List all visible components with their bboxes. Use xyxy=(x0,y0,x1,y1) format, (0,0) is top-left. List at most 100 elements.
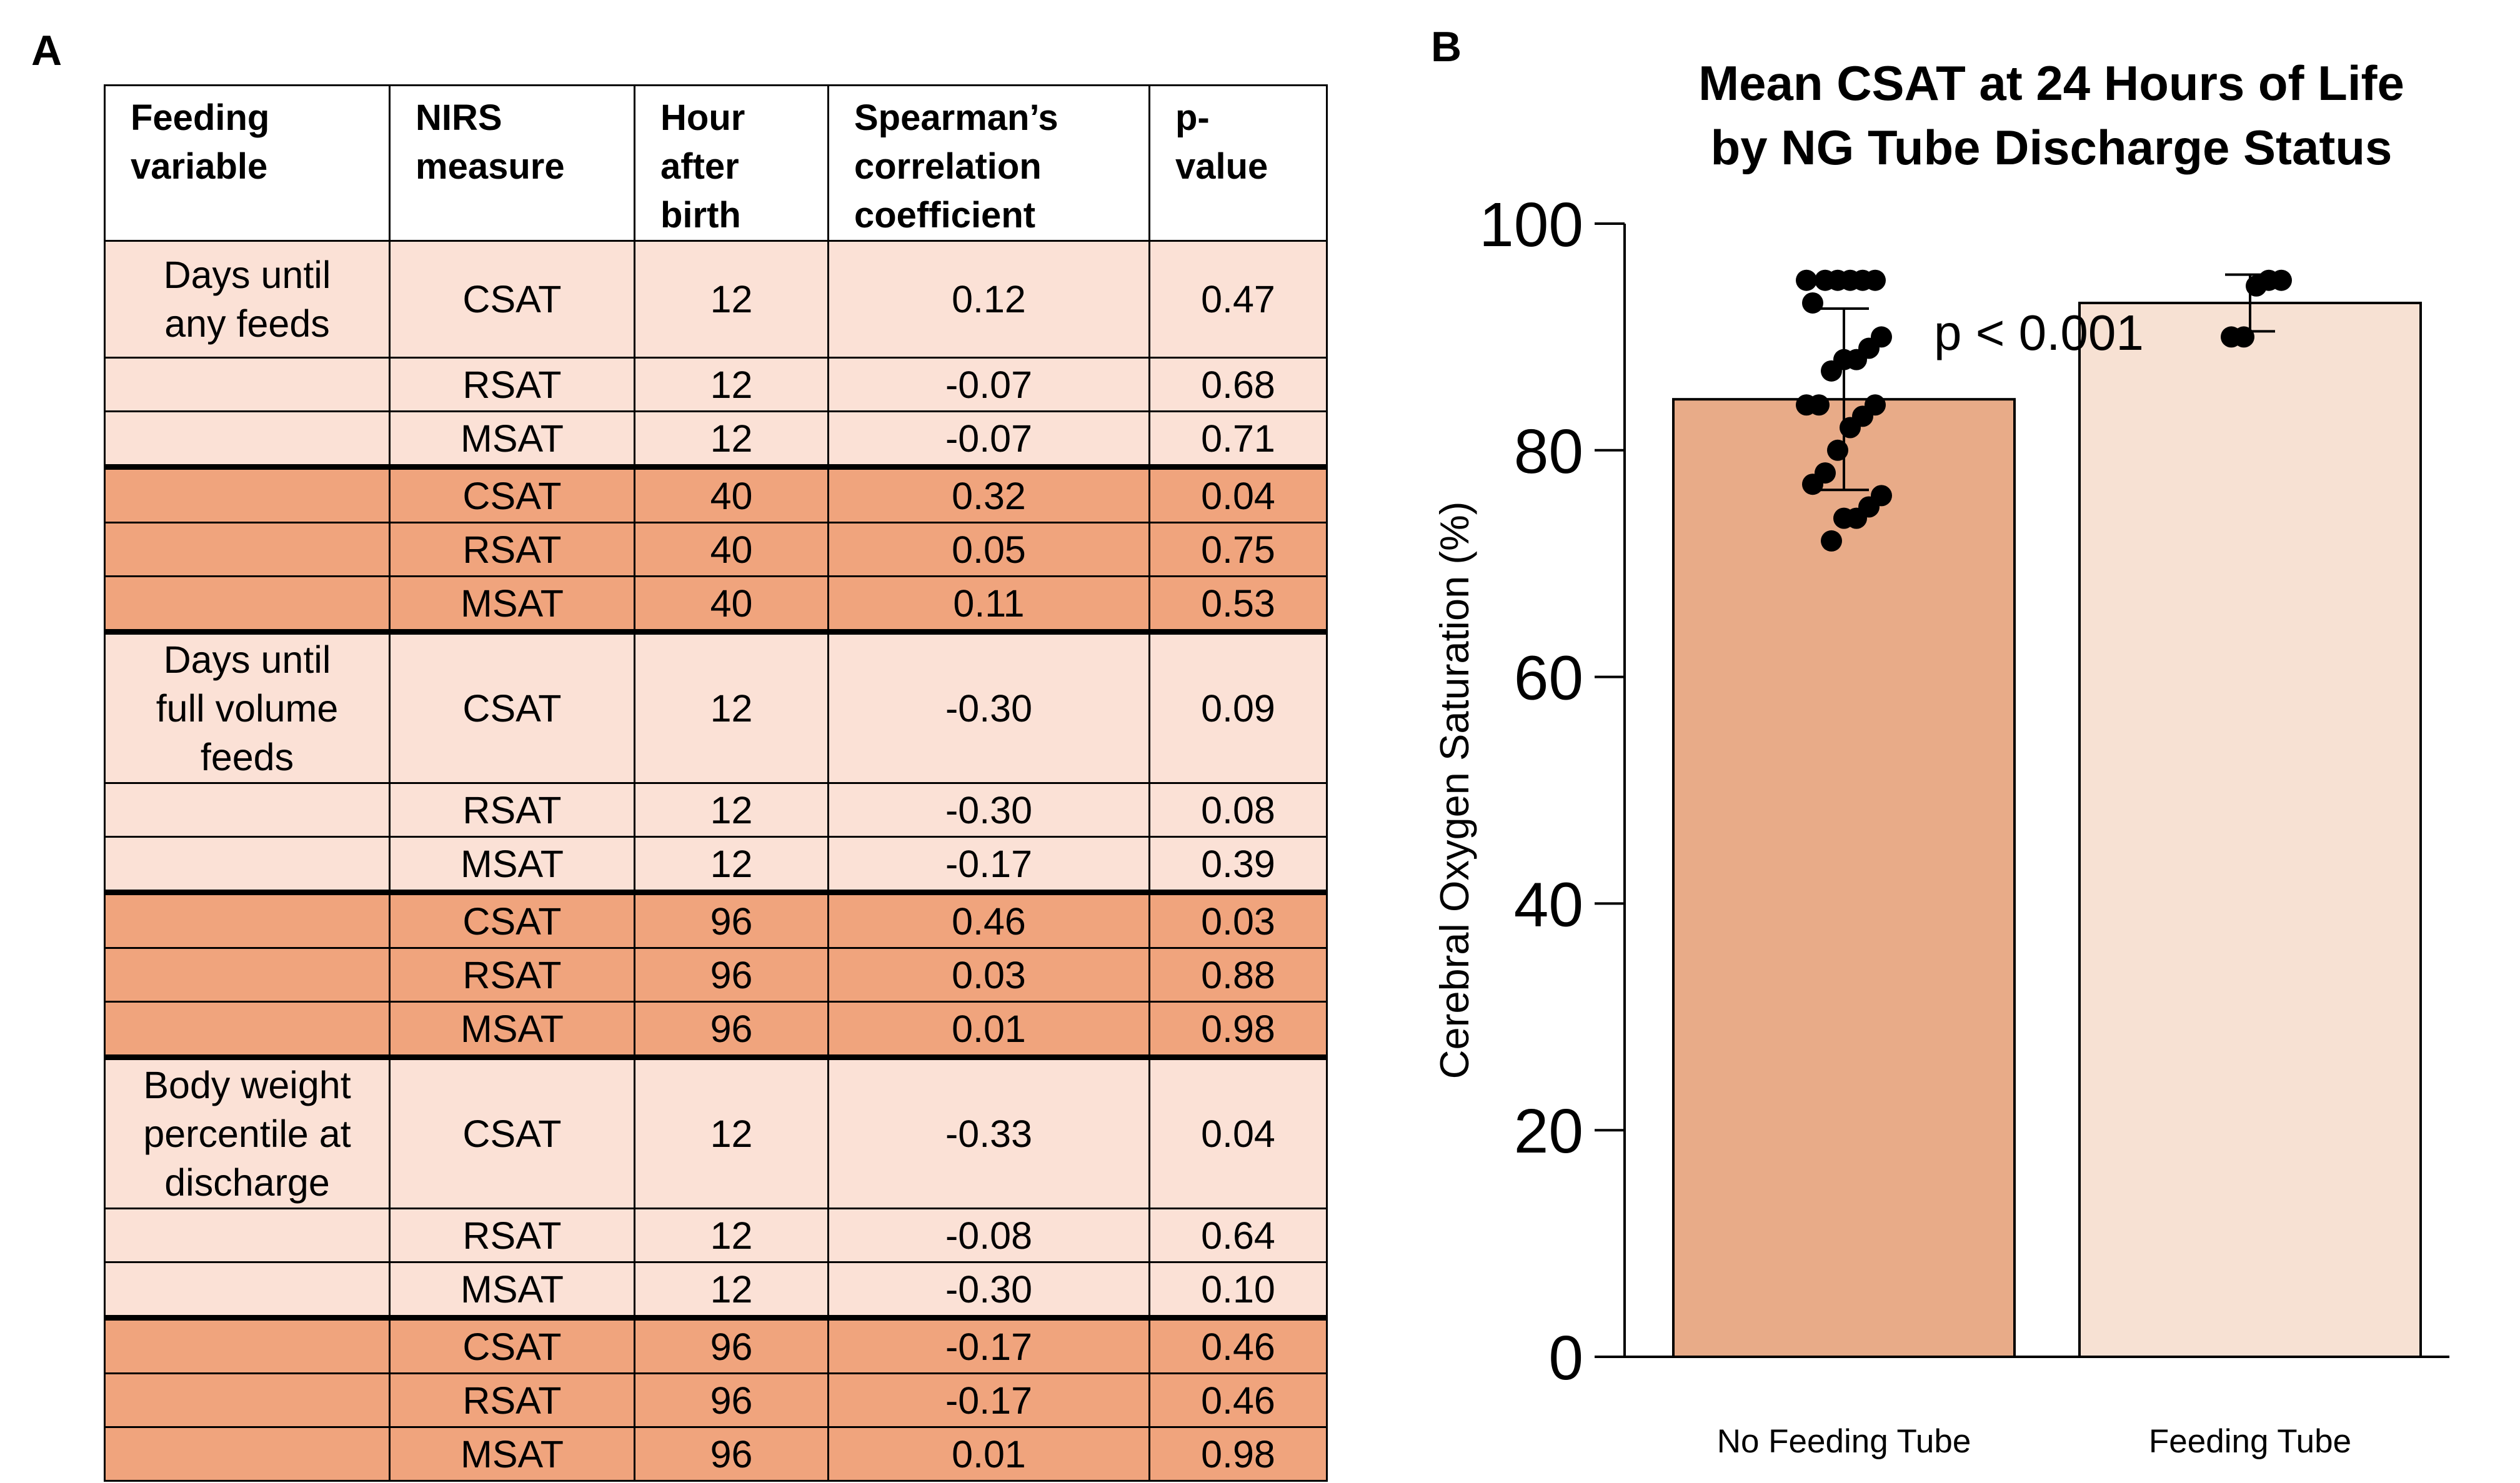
header-text: p-value xyxy=(1175,97,1268,187)
p-value-cell: 0.71 xyxy=(1148,410,1328,470)
hour-cell: 96 xyxy=(634,891,829,949)
nirs-measure-cell: RSAT xyxy=(389,357,635,412)
p-value-cell: 0.03 xyxy=(1148,891,1328,949)
table-row: Days until full volume feeds CSAT 12 -0.30 0.0… xyxy=(104,631,1328,784)
header-text: Feeding variable xyxy=(131,97,270,187)
p-value-cell: 0.64 xyxy=(1148,1208,1328,1263)
coefficient-cell: -0.30 xyxy=(827,631,1150,784)
feeding-variable-cell xyxy=(104,1208,391,1263)
feeding-variable-cell xyxy=(104,466,391,523)
nirs-measure-cell: RSAT xyxy=(389,522,635,577)
data-point xyxy=(1796,394,1817,416)
nirs-measure-cell: CSAT xyxy=(389,891,635,949)
x-category-label: Feeding Tube xyxy=(2149,1423,2351,1460)
header-text: Spearman’s correlation coefficient xyxy=(854,97,1058,236)
hour-cell: 12 xyxy=(634,240,829,359)
y-tick-label: 0 xyxy=(1548,1323,1583,1393)
y-tick-label: 80 xyxy=(1514,417,1583,487)
p-value-cell: 0.10 xyxy=(1148,1261,1328,1321)
hour-cell: 12 xyxy=(634,631,829,784)
nirs-measure-cell: MSAT xyxy=(389,836,635,895)
table-body: Days until any feeds CSAT 12 0.12 0.47 RSAT 12-… xyxy=(104,240,1328,1482)
p-value-cell: 0.47 xyxy=(1148,240,1328,359)
header-text: NIRS measure xyxy=(416,97,565,187)
feeding-variable-cell xyxy=(104,836,391,895)
table-row: RSAT 40 0.05 0.75 xyxy=(104,522,1328,577)
p-value-cell: 0.46 xyxy=(1148,1317,1328,1374)
table-row: RSAT 96 -0.17 0.46 xyxy=(104,1372,1328,1428)
table-header-row: Feeding variable NIRS measure Hour after bir… xyxy=(104,84,1328,242)
feeding-variable-cell: Days until any feeds xyxy=(104,240,391,359)
feeding-variable-cell xyxy=(104,1317,391,1374)
table-row: RSAT 12 -0.08 0.64 xyxy=(104,1208,1328,1263)
panel-b-label: B xyxy=(1431,23,1462,71)
table-row: MSAT 12 -0.30 0.10 xyxy=(104,1261,1328,1321)
nirs-measure-cell: RSAT xyxy=(389,1372,635,1428)
p-value-cell: 0.04 xyxy=(1148,466,1328,523)
coefficient-cell: -0.07 xyxy=(827,357,1150,412)
nirs-measure-cell: CSAT xyxy=(389,631,635,784)
chart-title-line: by NG Tube Discharge Status xyxy=(1711,120,2393,175)
nirs-measure-cell: RSAT xyxy=(389,1208,635,1263)
header-feeding-variable: Feeding variable xyxy=(104,84,391,242)
nirs-measure-cell: CSAT xyxy=(389,1317,635,1374)
p-value-cell: 0.39 xyxy=(1148,836,1328,895)
header-hour-after-birth: Hour after birth xyxy=(634,84,829,242)
data-point xyxy=(1796,269,1817,291)
hour-cell: 40 xyxy=(634,575,829,635)
p-value-cell: 0.46 xyxy=(1148,1372,1328,1428)
p-value-cell: 0.09 xyxy=(1148,631,1328,784)
p-value-cell: 0.88 xyxy=(1148,947,1328,1003)
coefficient-cell: 0.05 xyxy=(827,522,1150,577)
feeding-variable-cell xyxy=(104,1372,391,1428)
feeding-variable-cell xyxy=(104,1001,391,1060)
feeding-variable-cell xyxy=(104,522,391,577)
table-row: MSAT 40 0.11 0.53 xyxy=(104,575,1328,635)
data-point xyxy=(1821,530,1842,552)
table-row: RSAT 12 -0.07 0.68 xyxy=(104,357,1328,412)
nirs-measure-cell: MSAT xyxy=(389,1001,635,1060)
chart-title-line: Mean CSAT at 24 Hours of Life xyxy=(1698,56,2404,111)
hour-cell: 12 xyxy=(634,1208,829,1263)
hour-cell: 12 xyxy=(634,1056,829,1209)
p-value-cell: 0.04 xyxy=(1148,1056,1328,1209)
table-row: Body weight percentile at discharge CSAT 12-… xyxy=(104,1056,1328,1209)
nirs-measure-cell: CSAT xyxy=(389,1056,635,1209)
feeding-variable-cell xyxy=(104,410,391,470)
hour-cell: 96 xyxy=(634,1317,829,1374)
feeding-variable-cell xyxy=(104,1261,391,1321)
x-category-label: No Feeding Tube xyxy=(1717,1423,1971,1460)
hour-cell: 12 xyxy=(634,782,829,838)
coefficient-cell: 0.32 xyxy=(827,466,1150,523)
table-row: CSAT 96 -0.17 0.46 xyxy=(104,1317,1328,1374)
correlation-table: Feeding variable NIRS measure Hour after bir… xyxy=(104,84,1328,1482)
feeding-variable-cell: Body weight percentile at discharge xyxy=(104,1056,391,1209)
coefficient-cell: 0.46 xyxy=(827,891,1150,949)
hour-cell: 12 xyxy=(634,1261,829,1321)
hour-cell: 12 xyxy=(634,357,829,412)
coefficient-cell: 0.11 xyxy=(827,575,1150,635)
p-value-annotation: p < 0.001 xyxy=(1934,305,2144,360)
feeding-variable-cell xyxy=(104,1426,391,1482)
y-tick-label: 60 xyxy=(1514,643,1583,713)
nirs-measure-cell: MSAT xyxy=(389,1426,635,1482)
p-value-cell: 0.98 xyxy=(1148,1426,1328,1482)
coefficient-cell: -0.30 xyxy=(827,782,1150,838)
table-row: MSAT 12 -0.07 0.71 xyxy=(104,410,1328,470)
header-spearman-coefficient: Spearman’s correlation coefficient xyxy=(827,84,1150,242)
hour-cell: 96 xyxy=(634,1001,829,1060)
y-tick-label: 100 xyxy=(1479,190,1583,260)
table-row: RSAT 96 0.03 0.88 xyxy=(104,947,1328,1003)
nirs-measure-cell: CSAT xyxy=(389,240,635,359)
p-value-cell: 0.53 xyxy=(1148,575,1328,635)
feeding-variable-cell: Days until full volume feeds xyxy=(104,631,391,784)
bar xyxy=(2078,301,2422,1359)
hour-cell: 96 xyxy=(634,1426,829,1482)
y-tick-label: 40 xyxy=(1514,870,1583,940)
header-text: Hour after birth xyxy=(660,97,745,236)
nirs-measure-cell: MSAT xyxy=(389,410,635,470)
hour-cell: 12 xyxy=(634,836,829,895)
p-value-cell: 0.68 xyxy=(1148,357,1328,412)
data-point xyxy=(2246,275,2267,297)
hour-cell: 96 xyxy=(634,947,829,1003)
